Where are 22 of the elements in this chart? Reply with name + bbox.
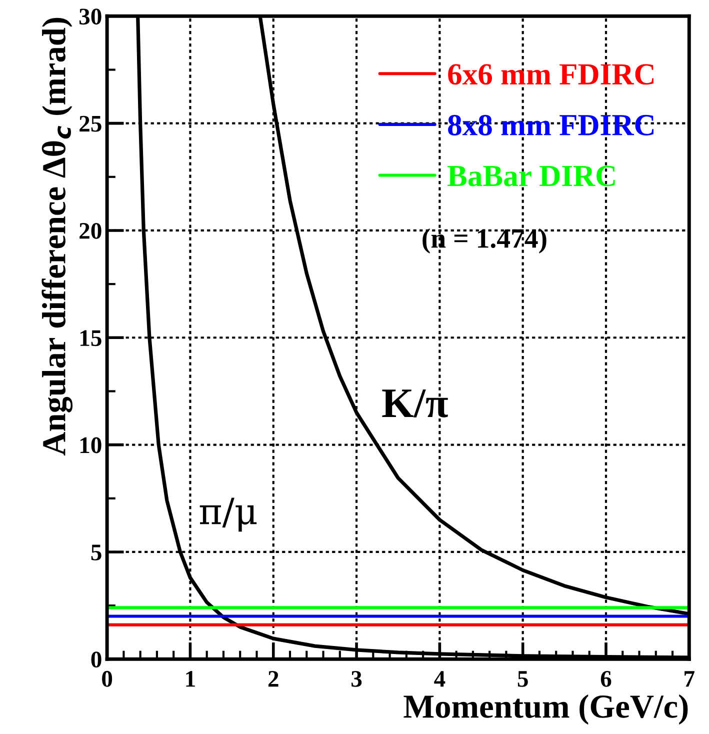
y-tick-label: 15 [80,330,102,346]
x-tick-label: 4 [434,671,446,687]
x-tick-label: 5 [518,671,528,687]
x-tick-label: 1 [186,671,195,687]
y-tick-label: 5 [91,544,102,560]
y-tick-label: 0 [91,652,102,668]
y-tick-label: 30 [79,8,102,25]
y-axis-title: Angular difference Δθ$_{c}$ (mrad) [42,18,73,456]
legend-label: 6x6 mm FDIRC [448,64,654,85]
y-tick-label: 10 [80,437,102,454]
x-axis-title: Momentum (GeV/c) [404,694,688,725]
legend-label: 8x8 mm FDIRC [448,114,654,136]
x-tick-label: 6 [600,670,612,687]
x-tick-label: 3 [352,670,362,687]
series-label: K/π [382,389,448,418]
x-tick-label: 0 [102,670,112,687]
y-tick-label: 20 [80,222,102,239]
y-tick-label: 25 [80,116,102,132]
legend-label: π/μ [200,498,257,532]
legend-label: BaBar DIRC [448,166,615,186]
x-tick-label: 7 [684,671,694,687]
x-tick-label: 2 [268,670,278,687]
